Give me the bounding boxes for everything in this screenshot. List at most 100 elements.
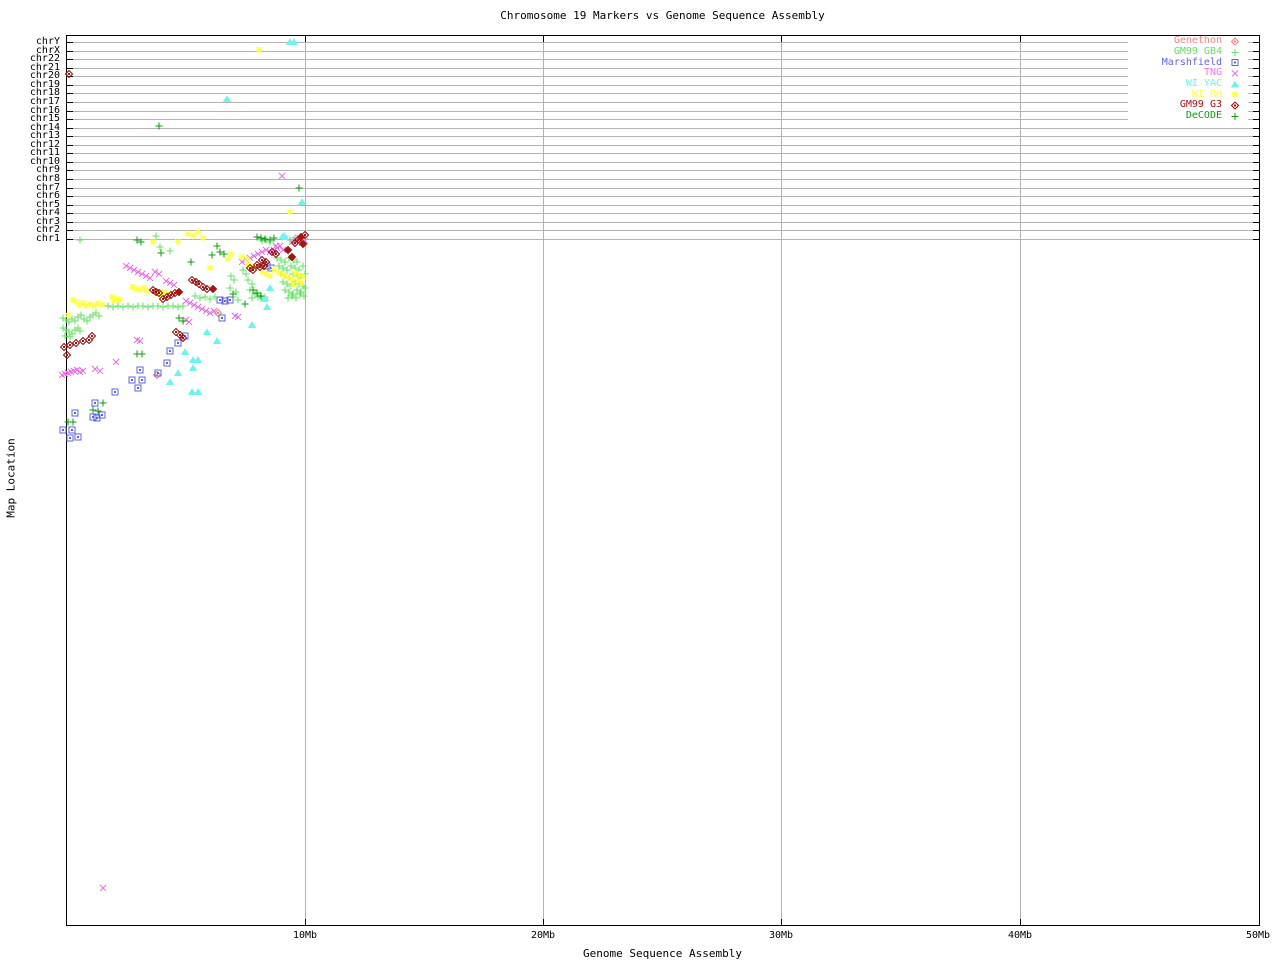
marker-gm99-gb4 [139,302,147,310]
marker-marshfield [71,409,79,417]
marker-gm99-gb4 [114,302,122,310]
y-tick-label: chr18 [29,87,60,98]
y-tick-left [66,213,73,214]
plot-area [66,35,1260,926]
marker-gm99-gb4 [124,302,132,310]
legend-item-tng: TNG [1128,68,1248,79]
marker-wi-rh [224,255,232,263]
y-tick-right [1253,59,1260,60]
y-tick-right [1253,153,1260,154]
legend-item-gm99-gb4: GM99 GB4 [1128,47,1248,58]
marker-marshfield [174,339,182,347]
marker-gm99-gb4 [169,302,177,310]
marker-wi-yac [266,284,274,291]
marker-gm99-g3 [88,332,96,340]
marker-decode [253,233,261,241]
x-tick-top [305,35,306,42]
legend-label: Marshfield [1161,56,1222,68]
gridline-h [66,76,1259,77]
y-tick-label: chr12 [29,139,60,150]
marker-tng [96,367,104,375]
legend-item-gm99-g3: GM99 G3 [1128,100,1248,111]
y-tick-label: chrX [35,45,60,56]
y-tick-label: chr9 [35,164,60,175]
y-tick-left [66,188,73,189]
x-tick-bottom [543,919,544,926]
marker-wi-rh [64,311,72,319]
gridline-h [66,170,1259,171]
marker-gm99-gb4 [152,232,160,240]
y-tick-left [66,239,73,240]
marker-wi-rh [255,46,263,54]
gridline-h [66,196,1259,197]
marker-wi-rh [90,302,98,310]
legend-label: Genethon [1173,35,1222,47]
gridline-v [1020,35,1021,925]
marker-wi-rh [286,208,294,216]
marker-gm99-gb4 [156,243,164,251]
gridline-h [66,102,1259,103]
legend: Genethon GM99 GB4 Marshfield TNG WI YAC WI RH… [1128,36,1248,122]
marker-gm99-gb4 [226,284,234,292]
marker-wi-rh [199,234,207,242]
y-tick-left [66,205,73,206]
y-tick-right [1253,111,1260,112]
y-tick-label: chr10 [29,156,60,167]
y-tick-label: chr7 [35,182,60,193]
marker-decode [213,242,221,250]
marker-gm99-gb4 [129,303,137,311]
y-tick-right [1253,85,1260,86]
y-tick-right [1253,162,1260,163]
marker-marshfield [59,426,67,434]
legend-label: DeCODE [1185,110,1222,122]
gridline-v [781,35,782,925]
marker-wi-rh [143,287,151,295]
cross-icon [1222,68,1248,79]
marker-gm99-gb4 [299,262,307,270]
gridline-h [66,136,1259,137]
diamond-open-icon [1222,100,1248,111]
marker-wi-yac [166,378,174,385]
gridline-v [305,35,306,925]
y-tick-label: chr22 [29,53,60,64]
legend-label: GM99 G3 [1179,99,1222,111]
y-tick-right [1253,222,1260,223]
x-tick-label: 20Mb [530,930,556,941]
y-tick-label: chr13 [29,130,60,141]
y-tick-right [1253,230,1260,231]
x-tick-bottom [781,919,782,926]
marker-wi-yac [213,337,221,344]
x-tick-bottom [305,919,306,926]
star-icon [1222,89,1248,100]
gridline-h [66,162,1259,163]
y-tick-right [1253,205,1260,206]
y-tick-label: chr21 [29,62,60,73]
marker-tng [278,172,286,180]
marker-tng [99,884,107,892]
y-tick-right [1253,188,1260,189]
marker-marshfield [136,366,144,374]
diamond-open-icon [1222,36,1248,47]
x-tick-label: 30Mb [768,930,794,941]
y-tick-left [66,170,73,171]
marker-gm99-gb4 [119,303,127,311]
marker-gm99-gb4 [244,276,252,284]
marker-marshfield [163,359,171,367]
square-open-icon [1222,57,1248,68]
marker-gm99-gb4 [230,276,238,284]
y-tick-right [1253,196,1260,197]
marker-marshfield [91,399,99,407]
marker-gm99-gb4 [154,302,162,310]
marker-gm99-g3 [85,336,93,344]
chart-title: Chromosome 19 Markers vs Genome Sequence… [500,9,825,22]
x-axis-label: Genome Sequence Assembly [583,947,742,960]
marker-marshfield [111,388,119,396]
y-tick-right [1253,170,1260,171]
y-tick-left [66,162,73,163]
y-tick-left [66,59,73,60]
marker-wi-yac [188,388,196,395]
marker-decode [241,300,249,308]
y-tick-right [1253,119,1260,120]
marker-gm99-gb4 [95,312,103,320]
